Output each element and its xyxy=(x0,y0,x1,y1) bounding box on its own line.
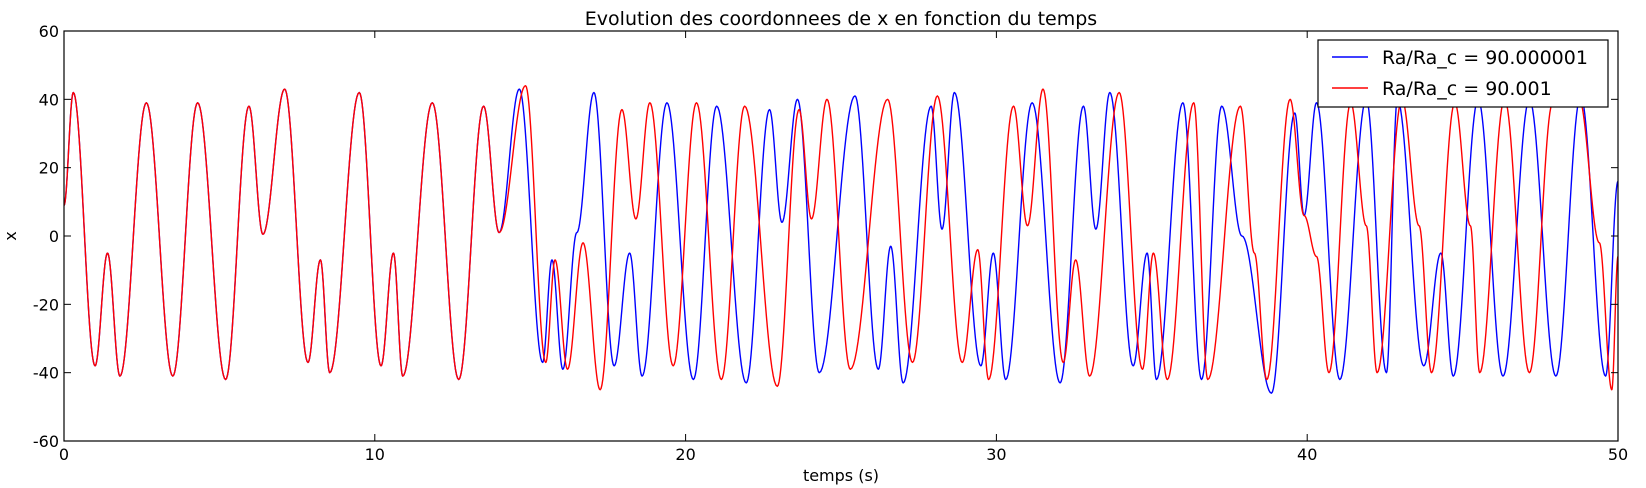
legend: Ra/Ra_c = 90.000001 Ra/Ra_c = 90.001 xyxy=(1317,39,1609,108)
legend-label-1: Ra/Ra_c = 90.000001 xyxy=(1382,47,1588,69)
y-tick-label: -20 xyxy=(33,295,59,314)
x-axis: 0 10 20 30 40 50 xyxy=(59,31,1628,464)
y-tick-label: -40 xyxy=(33,364,59,383)
y-tick-label: 60 xyxy=(39,22,59,41)
x-tick-label: 0 xyxy=(59,445,69,464)
y-tick-label: -60 xyxy=(33,432,59,451)
y-tick-label: 0 xyxy=(49,227,59,246)
y-axis: -60 -40 -20 0 20 40 60 xyxy=(33,22,1618,451)
legend-box xyxy=(1317,39,1609,108)
chart-title: Evolution des coordonnees de x en foncti… xyxy=(585,8,1097,30)
x-axis-label: temps (s) xyxy=(803,466,879,485)
x-tick-label: 30 xyxy=(986,445,1006,464)
x-tick-label: 40 xyxy=(1297,445,1317,464)
x-tick-label: 10 xyxy=(365,445,385,464)
series-line-2 xyxy=(64,84,1618,391)
legend-label-2: Ra/Ra_c = 90.001 xyxy=(1382,78,1552,100)
y-tick-label: 40 xyxy=(39,90,59,109)
y-axis-label: x xyxy=(1,231,20,240)
x-tick-label: 50 xyxy=(1608,445,1628,464)
series-layer xyxy=(64,84,1618,394)
y-tick-label: 20 xyxy=(39,159,59,178)
x-tick-label: 20 xyxy=(675,445,695,464)
